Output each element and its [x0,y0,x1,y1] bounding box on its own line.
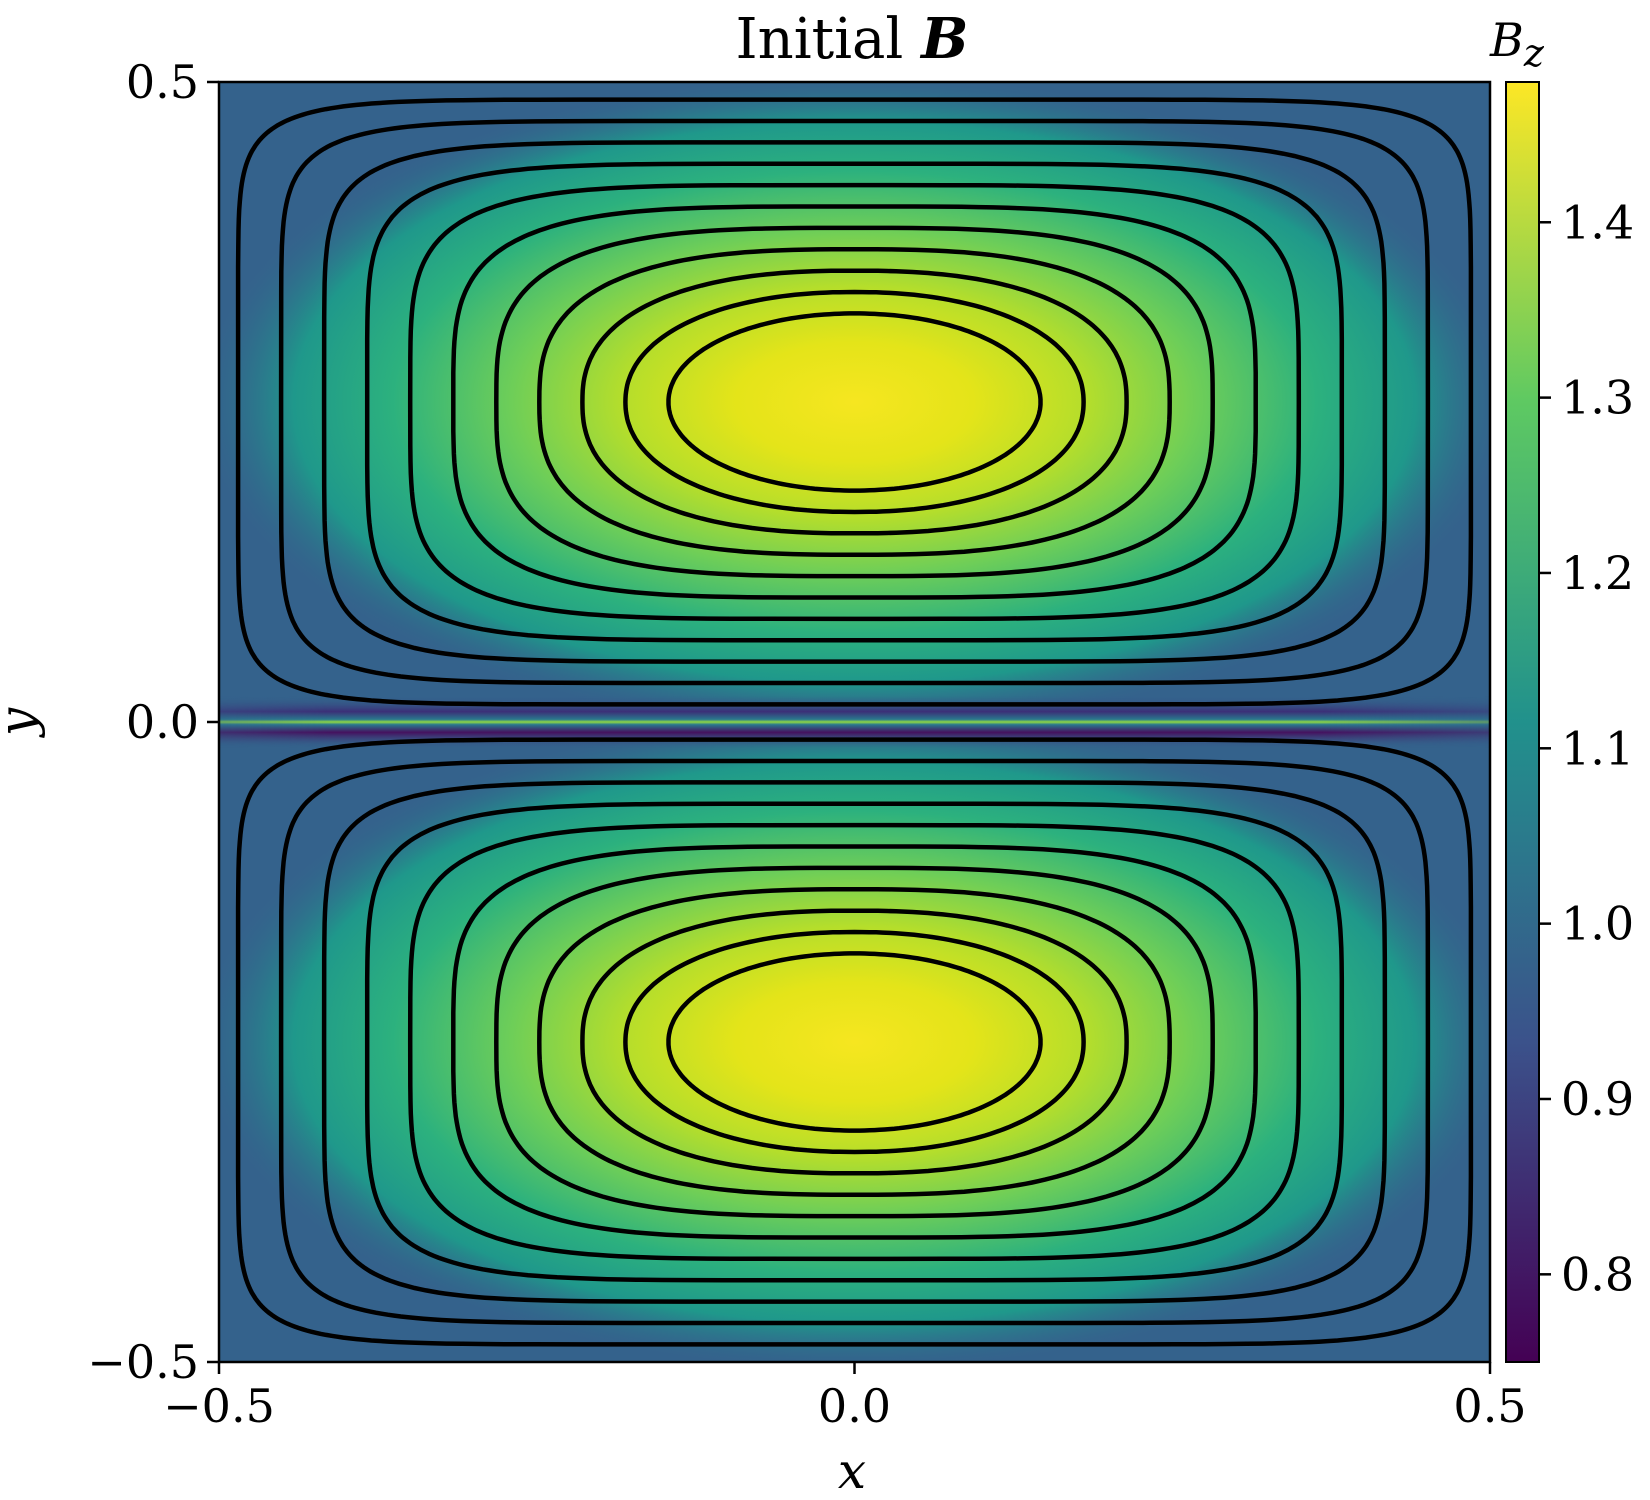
contour-line [364,801,1345,1283]
y-tick-label: 0.0 [126,695,199,749]
colorbar: 0.8 0.9 1.0 1.1 1.2 1.3 1.4 Bz [1489,13,1634,1363]
contour-line [407,822,1302,1262]
colorbar-tick-label: 0.9 [1561,1072,1634,1126]
contour-line [407,182,1302,622]
plot-area [219,82,1490,1362]
x-tick-label: 0.0 [818,1379,891,1433]
field-peak-1 [219,712,1490,1362]
contour-line [321,780,1388,1304]
colorbar-tick-label: 1.1 [1561,721,1634,775]
contour-line [494,865,1215,1219]
colorbar-tick-label: 1.0 [1561,897,1634,951]
contour-line [537,247,1172,557]
colorbar-label: Bz [1489,13,1545,75]
contour-line [451,844,1258,1240]
contour-line [537,887,1172,1197]
contour-line [235,737,1474,1347]
chart-title: Initial B [736,6,969,72]
contour-line [580,908,1129,1176]
x-axis-label: x [838,1442,866,1500]
contour-line [451,204,1258,600]
contour-line [278,758,1431,1326]
x-tick-label: −0.5 [163,1379,275,1433]
contour-line [278,118,1431,686]
y-axis: 0.5 0.0 −0.5 [87,55,219,1389]
contour-line [666,311,1043,493]
colorbar-tick-label: 0.8 [1561,1247,1634,1301]
field-peak-0 [219,82,1490,732]
y-tick-label: 0.5 [126,55,199,109]
contour-line [623,289,1086,515]
contour-line [623,929,1086,1155]
contour-line [364,161,1345,643]
x-tick-label: 0.5 [1453,1379,1526,1433]
y-axis-label: y [0,707,46,738]
contour-line [494,225,1215,579]
colorbar-tick-label: 1.3 [1561,371,1634,425]
colorbar-tick-label: 1.4 [1561,195,1634,249]
contour-line [580,268,1129,536]
x-axis: −0.5 0.0 0.5 [163,1362,1527,1433]
y-tick-label: −0.5 [87,1335,199,1389]
contour-line [321,140,1388,664]
contour-line [666,951,1043,1133]
contour-line [235,97,1474,707]
colorbar-gradient [1505,81,1540,1363]
chart-title-symbol: B [919,6,968,72]
colorbar-label-sub: z [1523,31,1545,75]
colorbar-tick-label: 1.2 [1561,546,1634,600]
